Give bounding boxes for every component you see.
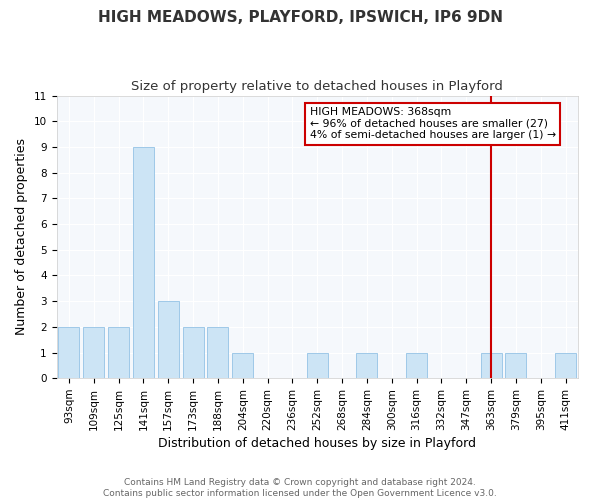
Y-axis label: Number of detached properties: Number of detached properties <box>15 138 28 336</box>
Bar <box>406 352 427 378</box>
Bar <box>158 301 179 378</box>
Bar <box>208 327 229 378</box>
Text: HIGH MEADOWS, PLAYFORD, IPSWICH, IP6 9DN: HIGH MEADOWS, PLAYFORD, IPSWICH, IP6 9DN <box>97 10 503 25</box>
X-axis label: Distribution of detached houses by size in Playford: Distribution of detached houses by size … <box>158 437 476 450</box>
Bar <box>481 352 502 378</box>
Bar <box>182 327 203 378</box>
Bar <box>83 327 104 378</box>
Title: Size of property relative to detached houses in Playford: Size of property relative to detached ho… <box>131 80 503 93</box>
Text: Contains HM Land Registry data © Crown copyright and database right 2024.
Contai: Contains HM Land Registry data © Crown c… <box>103 478 497 498</box>
Bar <box>307 352 328 378</box>
Bar <box>505 352 526 378</box>
Bar <box>108 327 129 378</box>
Bar <box>133 147 154 378</box>
Text: HIGH MEADOWS: 368sqm
← 96% of detached houses are smaller (27)
4% of semi-detach: HIGH MEADOWS: 368sqm ← 96% of detached h… <box>310 107 556 140</box>
Bar <box>555 352 576 378</box>
Bar <box>58 327 79 378</box>
Bar <box>356 352 377 378</box>
Bar <box>232 352 253 378</box>
